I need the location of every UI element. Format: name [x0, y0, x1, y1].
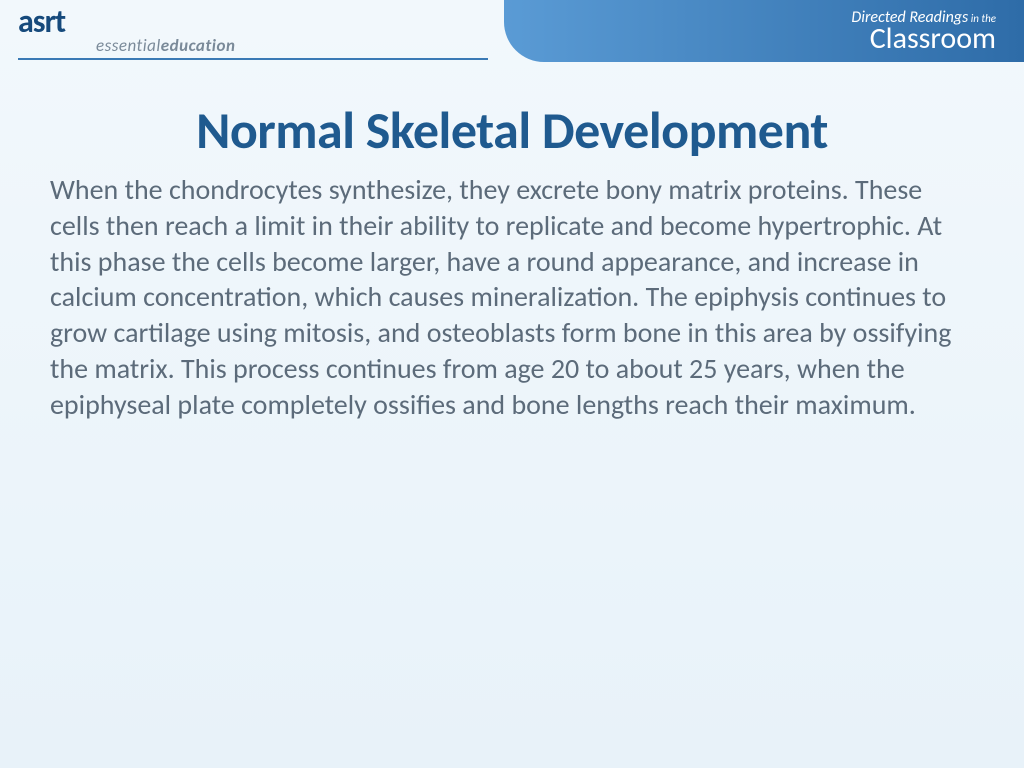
logo-area: asrt essentialeducation: [18, 8, 235, 56]
tagline-bold: education: [161, 35, 236, 56]
logo-text: asrt: [18, 8, 235, 37]
header: asrt essentialeducation Directed Reading…: [0, 0, 1024, 70]
logo-tagline: essentialeducation: [96, 35, 235, 56]
content-area: Normal Skeletal Development When the cho…: [0, 70, 1024, 423]
tagline-light: essential: [96, 35, 161, 56]
header-divider: [18, 58, 488, 60]
banner: Directed Readings in the Classroom: [504, 0, 1024, 62]
banner-line2: Classroom: [870, 24, 996, 54]
slide: asrt essentialeducation Directed Reading…: [0, 0, 1024, 768]
slide-body: When the chondrocytes synthesize, they e…: [50, 172, 974, 423]
slide-title: Normal Skeletal Development: [50, 98, 974, 162]
